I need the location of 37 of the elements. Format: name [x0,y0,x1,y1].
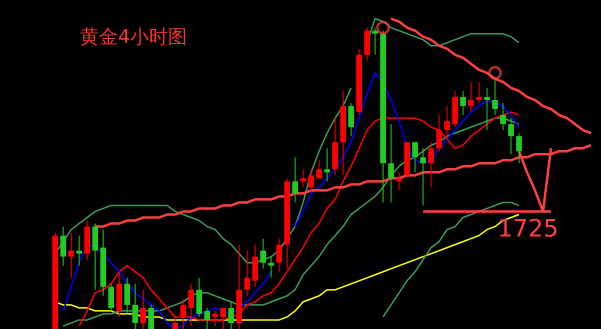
candlestick [140,289,146,329]
candlestick [204,307,210,329]
candlestick [484,87,490,131]
candlestick [308,168,314,191]
candlestick [228,301,234,329]
candlestick [148,304,154,329]
candlestick [76,235,82,266]
candlestick [412,142,418,173]
candlestick [436,114,442,152]
candlestick [508,118,514,155]
candlestick [108,283,114,312]
candlestick [300,168,306,188]
annotation: 1725 [497,214,559,242]
candlestick [396,172,402,191]
candlestick [260,238,266,270]
candlestick [268,256,274,278]
candlestick [244,250,250,296]
candlestick [132,283,138,329]
candlestick [476,81,482,104]
candlestick [316,160,322,179]
candlestick [348,102,354,137]
candlestick [492,78,498,116]
candlestick [292,156,298,203]
candlestick [388,124,394,203]
chart-title: 黄金4小时图 [80,26,188,48]
candlestick [324,148,330,182]
candlestick [500,102,506,131]
candlestick [276,238,282,272]
candlestick [124,277,130,314]
candlestick [68,232,74,278]
candlestick [60,226,66,266]
candlestick [516,132,522,164]
candlestick [460,90,466,116]
candlestick [428,142,434,188]
candlestick [420,148,426,206]
candlestick [372,27,378,56]
candlestick [468,81,474,113]
